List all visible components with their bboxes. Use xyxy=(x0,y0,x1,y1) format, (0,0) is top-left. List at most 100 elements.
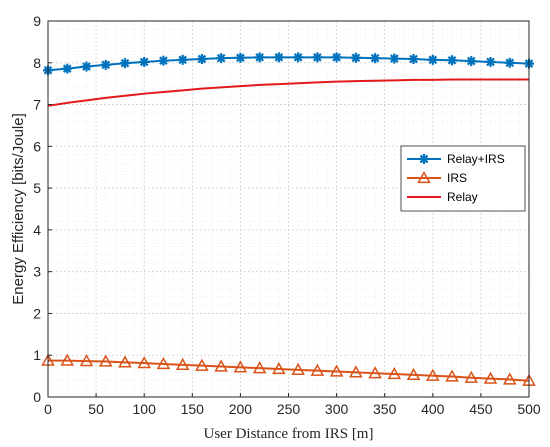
marker-core xyxy=(430,57,435,63)
marker-core xyxy=(295,55,301,60)
x-tick-label: 200 xyxy=(229,401,253,417)
data-point-relay-irs xyxy=(466,56,477,67)
legend-item-relay-irs: Relay+IRS xyxy=(407,152,505,166)
marker-core xyxy=(218,55,224,61)
marker-core xyxy=(122,60,128,66)
data-point-irs xyxy=(118,355,132,368)
data-point-relay-irs xyxy=(158,55,169,66)
x-tick-label: 350 xyxy=(373,401,397,417)
marker-core xyxy=(65,66,70,71)
data-point-relay-irs xyxy=(196,54,207,65)
series-line-relay xyxy=(47,78,529,107)
data-point-irs xyxy=(483,371,498,384)
x-tick-label: 400 xyxy=(421,401,445,417)
legend-item-irs: IRS xyxy=(407,170,467,185)
data-point-relay-irs xyxy=(235,52,246,63)
marker-core xyxy=(334,55,339,60)
data-point-irs xyxy=(60,353,75,366)
x-tick-label: 500 xyxy=(517,401,541,417)
legend: Relay+IRS IRS Relay xyxy=(400,145,526,212)
data-point-irs xyxy=(272,361,286,375)
marker-core xyxy=(103,62,108,68)
data-point-irs xyxy=(175,357,190,370)
marker-core xyxy=(469,58,474,64)
y-tick-label: 1 xyxy=(33,347,41,363)
marker-core xyxy=(507,60,512,65)
data-point-relay-irs xyxy=(370,53,381,64)
data-point-relay-irs xyxy=(331,52,342,63)
data-point-irs xyxy=(214,359,228,372)
marker-core xyxy=(161,58,166,63)
ticks: 0 50 100 150 200 250 300 350 400 450 500 0 1 2 3 4 5 6 7 8 9 xyxy=(33,13,541,417)
marker-core xyxy=(449,58,455,63)
data-point-irs xyxy=(426,368,440,381)
data-point-relay-irs xyxy=(254,52,265,63)
x-tick-label: 450 xyxy=(469,401,493,417)
data-point-irs xyxy=(329,364,344,377)
legend-label: Relay+IRS xyxy=(447,152,505,166)
marker-core xyxy=(372,55,378,61)
data-point-irs xyxy=(464,370,479,383)
marker-core xyxy=(180,57,185,63)
y-tick-label: 4 xyxy=(33,222,41,238)
marker-core xyxy=(353,55,359,60)
data-point-irs xyxy=(406,367,421,381)
data-point-irs xyxy=(195,358,209,371)
data-point-relay-irs xyxy=(408,54,419,65)
data-point-relay-irs xyxy=(177,54,188,65)
y-tick-label: 6 xyxy=(33,138,41,154)
data-point-irs xyxy=(252,361,267,374)
data-point-relay-irs xyxy=(504,57,515,68)
data-point-irs xyxy=(291,362,305,375)
data-point-relay-irs xyxy=(389,53,400,64)
data-point-irs xyxy=(502,372,517,385)
data-point-relay-irs xyxy=(350,52,361,63)
x-tick-label: 250 xyxy=(277,401,301,417)
y-tick-label: 9 xyxy=(33,13,41,29)
data-point-irs xyxy=(368,366,382,379)
marker-core xyxy=(411,56,416,62)
y-tick-label: 8 xyxy=(33,55,41,71)
marker-core xyxy=(199,56,205,62)
marker-core xyxy=(142,59,147,65)
marker-core xyxy=(488,59,493,65)
y-tick-label: 7 xyxy=(33,97,41,113)
x-axis-label: User Distance from IRS [m] xyxy=(204,426,374,442)
data-point-relay-irs xyxy=(119,58,130,69)
marker-core xyxy=(84,64,89,69)
marker-core xyxy=(421,156,427,162)
x-tick-label: 150 xyxy=(181,401,205,417)
y-tick-label: 3 xyxy=(33,264,41,280)
data-point-relay-irs xyxy=(273,52,284,63)
data-point-irs xyxy=(387,366,402,380)
marker-core xyxy=(257,55,262,60)
data-point-relay-irs xyxy=(139,56,150,67)
legend-label: IRS xyxy=(447,171,467,185)
data-point-irs xyxy=(233,360,248,373)
data-point-relay-irs xyxy=(81,61,92,72)
data-point-relay-irs xyxy=(100,59,111,70)
legend-swatch-marker xyxy=(417,170,431,184)
data-point-relay-irs xyxy=(447,55,458,66)
y-tick-label: 0 xyxy=(33,389,41,405)
x-tick-label: 0 xyxy=(44,401,52,417)
y-tick-label: 2 xyxy=(33,305,41,321)
series-relay xyxy=(47,78,529,107)
y-tick-label: 5 xyxy=(33,180,41,196)
data-point-relay-irs xyxy=(427,54,438,65)
legend-item-relay: Relay xyxy=(407,190,478,204)
x-tick-label: 300 xyxy=(325,401,349,417)
marker-core xyxy=(238,55,243,60)
legend-swatch-marker xyxy=(419,154,429,164)
data-point-relay-irs xyxy=(293,52,304,63)
data-point-irs xyxy=(156,356,171,370)
legend-label: Relay xyxy=(447,190,478,204)
data-point-irs xyxy=(310,363,325,376)
data-point-irs xyxy=(445,369,459,382)
data-point-relay-irs xyxy=(485,56,496,67)
data-point-relay-irs xyxy=(62,63,73,74)
data-point-irs xyxy=(137,356,151,369)
data-point-irs xyxy=(349,365,363,378)
data-point-irs xyxy=(79,354,94,367)
